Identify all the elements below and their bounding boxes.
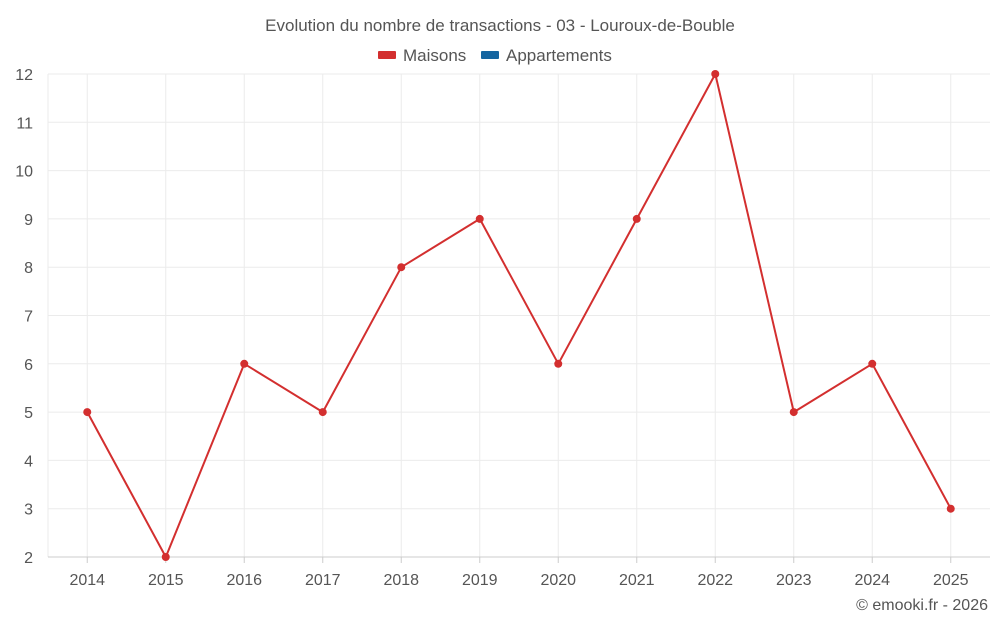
y-tick-label: 12 xyxy=(15,67,33,84)
chart-title: Evolution du nombre de transactions - 03… xyxy=(265,16,735,35)
y-tick-label: 4 xyxy=(24,453,33,470)
series-line-maisons xyxy=(86,73,952,558)
data-point-maisons[interactable] xyxy=(161,553,170,561)
legend-item-appartements[interactable]: Appartements xyxy=(481,46,612,65)
data-point-maisons[interactable] xyxy=(868,359,877,368)
y-tick-label: 6 xyxy=(24,357,33,374)
y-tick-label: 10 xyxy=(15,164,33,181)
y-tick-label: 3 xyxy=(24,502,33,519)
x-tick-label: 2014 xyxy=(69,572,105,589)
x-tick-label: 2018 xyxy=(383,572,419,589)
legend-label-maisons: Maisons xyxy=(403,46,466,65)
data-point-maisons[interactable] xyxy=(397,263,406,272)
x-tick-label: 2020 xyxy=(540,572,576,589)
legend-swatch-appartements xyxy=(481,51,499,59)
x-tick-label: 2016 xyxy=(226,572,262,589)
legend: Maisons Appartements xyxy=(378,46,612,65)
data-point-maisons[interactable] xyxy=(475,214,484,223)
legend-label-appartements: Appartements xyxy=(506,46,612,65)
data-point-maisons[interactable] xyxy=(240,359,249,368)
y-tick-label: 9 xyxy=(24,212,33,229)
x-tick-label: 2025 xyxy=(933,572,969,589)
x-tick-label: 2017 xyxy=(305,572,341,589)
x-tick-label: 2023 xyxy=(776,572,812,589)
data-point-maisons[interactable] xyxy=(632,214,641,223)
y-tick-label: 8 xyxy=(24,260,33,277)
data-point-maisons[interactable] xyxy=(318,408,327,417)
y-tick-label: 11 xyxy=(16,115,33,132)
data-point-maisons[interactable] xyxy=(554,359,563,368)
axes: 2 3 4 5 6 7 8 9 10 11 12 2014 2015 2016 2017 2018 2019 20… xyxy=(15,67,990,589)
legend-swatch-maisons xyxy=(378,51,396,59)
y-tick-label: 7 xyxy=(24,309,33,326)
credit-text: © emooki.fr - 2026 xyxy=(856,597,988,614)
data-point-maisons[interactable] xyxy=(946,504,955,513)
legend-item-maisons[interactable]: Maisons xyxy=(378,46,466,65)
y-tick-label: 5 xyxy=(24,405,33,422)
x-tick-label: 2021 xyxy=(619,572,655,589)
series-layer xyxy=(83,70,955,561)
data-point-maisons[interactable] xyxy=(83,408,92,417)
x-tick-label: 2015 xyxy=(148,572,184,589)
data-point-maisons[interactable] xyxy=(711,70,720,78)
x-tick-label: 2024 xyxy=(854,572,890,589)
grid xyxy=(47,73,990,558)
x-tick-label: 2019 xyxy=(462,572,498,589)
y-tick-label: 2 xyxy=(24,550,33,567)
data-point-maisons[interactable] xyxy=(789,408,798,417)
x-tick-label: 2022 xyxy=(697,572,733,589)
